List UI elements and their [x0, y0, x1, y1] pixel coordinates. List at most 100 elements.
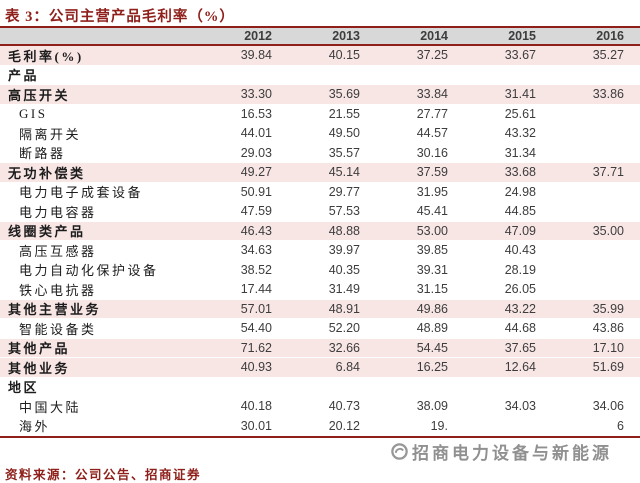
cell-value: 33.84 [416, 87, 448, 102]
table-row: 高压互感器 34.63 39.97 39.85 40.43 [0, 241, 640, 261]
cell-value: 35.27 [592, 48, 624, 63]
watermark-logo-icon [390, 442, 409, 461]
row-label: 地区 [8, 380, 40, 396]
cell-value: 33.68 [504, 165, 536, 180]
cell-value: 57.53 [328, 204, 360, 219]
cell-value: 43.86 [592, 321, 624, 336]
cell-value: 71.62 [240, 340, 272, 355]
cell-value: 47.09 [504, 223, 536, 238]
source-note: 资料来源：公司公告、招商证券 [5, 468, 202, 482]
table-row: GIS 16.53 21.55 27.77 25.61 [0, 104, 640, 124]
cell-value: 40.35 [328, 262, 360, 277]
cell-value: 31.49 [328, 282, 360, 297]
row-label: 无功补偿类 [8, 165, 86, 181]
table-row: 产品 [0, 65, 640, 85]
cell-value: 40.15 [328, 48, 360, 63]
cell-value: 48.91 [328, 301, 360, 316]
table-row: 铁心电抗器 17.44 31.49 31.15 26.05 [0, 280, 640, 300]
cell-value: 38.09 [416, 399, 448, 414]
cell-value: 44.01 [240, 126, 272, 141]
cell-value: 35.57 [328, 145, 360, 160]
cell-value: 32.66 [328, 340, 360, 355]
cell-value: 40.18 [240, 399, 272, 414]
cell-value: 26.05 [504, 282, 536, 297]
table-row: 毛利率(%) 39.84 40.15 37.25 33.67 35.27 [0, 46, 640, 66]
cell-value: 25.61 [504, 106, 536, 121]
table-row: 其他主营业务 57.01 48.91 49.86 43.22 35.99 [0, 299, 640, 319]
cell-value: 37.25 [416, 48, 448, 63]
row-label: 高压开关 [8, 87, 71, 103]
cell-value: 17.10 [592, 340, 624, 355]
row-label: 其他主营业务 [8, 302, 102, 318]
cell-value: 21.55 [328, 106, 360, 121]
table-row: 其他业务 40.93 6.84 16.25 12.64 51.69 [0, 358, 640, 378]
cell-value: 39.31 [416, 262, 448, 277]
cell-value: 49.86 [416, 301, 448, 316]
table-row: 断路器 29.03 35.57 30.16 31.34 [0, 143, 640, 163]
table-row: 线圈类产品 46.43 48.88 53.00 47.09 35.00 [0, 221, 640, 241]
cell-value: 31.15 [416, 282, 448, 297]
cell-value: 49.50 [328, 126, 360, 141]
table-row: 电力电容器 47.59 57.53 45.41 44.85 [0, 202, 640, 222]
cell-value: 28.19 [504, 262, 536, 277]
page-title: 表 3：公司主营产品毛利率（%） [5, 9, 235, 25]
watermark-text: 招商电力设备与新能源 [412, 443, 612, 463]
row-label: 其他业务 [8, 360, 71, 376]
cell-value: 54.40 [240, 321, 272, 336]
cell-value: 34.63 [240, 243, 272, 258]
row-label: 海外 [19, 419, 51, 435]
cell-value: 17.44 [240, 282, 272, 297]
cell-value: 35.69 [328, 87, 360, 102]
gross-margin-table: 2012 2013 2014 2015 2016 毛利率(%) 39.84 40.15 37.… [0, 26, 640, 438]
table-row: 智能设备类 54.40 52.20 48.89 44.68 43.86 [0, 319, 640, 339]
table-row: 高压开关 33.30 35.69 33.84 31.41 33.86 [0, 85, 640, 105]
cell-value: 16.25 [416, 360, 448, 375]
row-label: 断路器 [19, 146, 66, 162]
cell-value: 20.12 [328, 418, 360, 433]
table-header-row: 2012 2013 2014 2015 2016 [0, 26, 640, 46]
cell-value: 12.64 [504, 360, 536, 375]
row-label: 智能设备类 [19, 321, 97, 337]
row-label: GIS [19, 105, 48, 121]
row-label: 铁心电抗器 [19, 282, 97, 298]
cell-value: 54.45 [416, 340, 448, 355]
cell-value: 30.16 [416, 145, 448, 160]
table-row: 隔离开关 44.01 49.50 44.57 43.32 [0, 124, 640, 144]
cell-value: 39.84 [240, 48, 272, 63]
row-label: 中国大陆 [19, 399, 82, 415]
cell-value: 33.86 [592, 87, 624, 102]
cell-value: 29.77 [328, 184, 360, 199]
column-header-year: 2015 [508, 29, 536, 43]
cell-value: 31.41 [504, 87, 536, 102]
cell-value: 48.88 [328, 223, 360, 238]
cell-value: 34.03 [504, 399, 536, 414]
row-label: 毛利率(%) [8, 48, 84, 64]
cell-value: 33.67 [504, 48, 536, 63]
cell-value: 44.85 [504, 204, 536, 219]
column-header-year: 2012 [244, 29, 272, 43]
cell-value: 29.03 [240, 145, 272, 160]
column-header-year: 2013 [332, 29, 360, 43]
cell-value: 33.30 [240, 87, 272, 102]
cell-value: 45.14 [328, 165, 360, 180]
cell-value: 40.43 [504, 243, 536, 258]
cell-value: 48.89 [416, 321, 448, 336]
table-row: 无功补偿类 49.27 45.14 37.59 33.68 37.71 [0, 163, 640, 183]
cell-value: 6.84 [335, 360, 360, 375]
cell-value: 39.97 [328, 243, 360, 258]
cell-value: 45.41 [416, 204, 448, 219]
cell-value: 35.99 [592, 301, 624, 316]
cell-value: 46.43 [240, 223, 272, 238]
cell-value: 43.32 [504, 126, 536, 141]
cell-value: 37.71 [592, 165, 624, 180]
row-label: 线圈类产品 [8, 224, 86, 240]
row-label: 隔离开关 [19, 126, 82, 142]
table-body: 毛利率(%) 39.84 40.15 37.25 33.67 35.27 产品高压开关 33.… [0, 46, 640, 436]
cell-value: 31.34 [504, 145, 536, 160]
cell-value: 40.73 [328, 399, 360, 414]
cell-value: 50.91 [240, 184, 272, 199]
cell-value: 31.95 [416, 184, 448, 199]
watermark: 招商电力设备与新能源 [390, 440, 612, 463]
column-header-year: 2016 [596, 29, 624, 43]
table-row: 电力自动化保护设备 38.52 40.35 39.31 28.19 [0, 260, 640, 280]
